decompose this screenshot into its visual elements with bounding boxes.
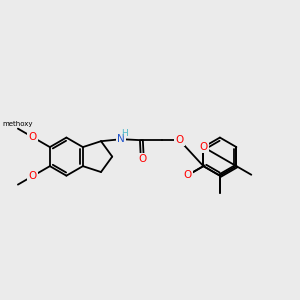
Text: H: H bbox=[121, 129, 128, 138]
Text: O: O bbox=[138, 154, 146, 164]
Text: O: O bbox=[28, 132, 37, 142]
Text: methoxy: methoxy bbox=[3, 121, 33, 127]
Text: O: O bbox=[28, 171, 37, 181]
Text: O: O bbox=[199, 142, 208, 152]
Text: N: N bbox=[117, 134, 125, 144]
Text: O: O bbox=[183, 170, 191, 180]
Text: O: O bbox=[28, 171, 37, 181]
Text: O: O bbox=[176, 135, 184, 145]
Text: O: O bbox=[28, 132, 37, 142]
